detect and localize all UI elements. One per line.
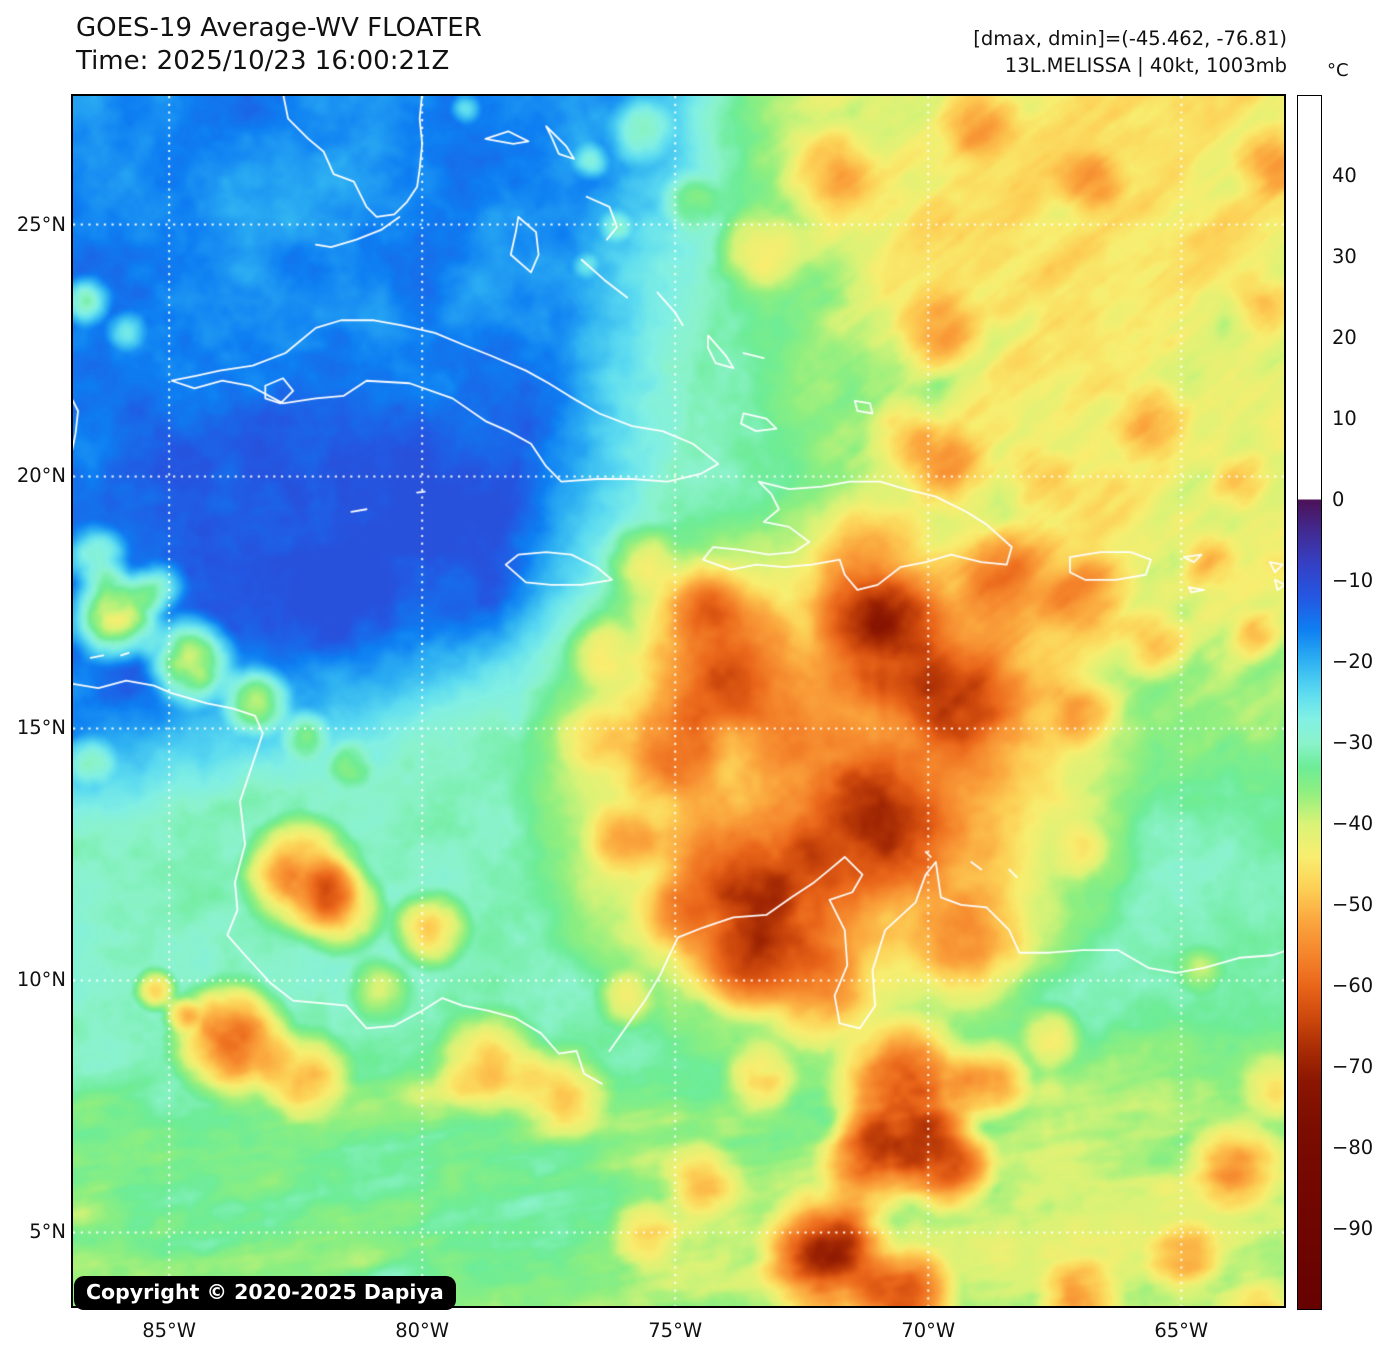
latitude-tick-label: 20°N [16,464,66,488]
colorbar-tick-label: −20 [1332,650,1374,673]
colorbar-unit-label: °C [1327,60,1349,81]
colorbar-tick-label: 20 [1332,326,1357,349]
colorbar-tick-label: 30 [1332,245,1357,268]
copyright-badge: Copyright © 2020-2025 Dapiya [74,1276,456,1310]
colorbar-tick-label: −10 [1332,569,1374,592]
longitude-tick-label: 80°W [395,1319,450,1342]
longitude-tick-label: 65°W [1154,1319,1209,1342]
figure-timestamp: Time: 2025/10/23 16:00:21Z [76,46,450,76]
longitude-tick-label: 75°W [648,1319,703,1342]
colorbar-gradient [1298,96,1321,1309]
title-block: GOES-19 Average-WV FLOATER Time: 2025/10… [76,12,482,78]
colorbar-tick-label: −50 [1332,893,1374,916]
colorbar-tick-label: −70 [1332,1055,1374,1078]
latitude-tick-label: 15°N [16,716,66,740]
storm-info-block: [dmax, dmin]=(-45.462, -76.81) 13L.MELIS… [973,25,1287,79]
latitude-tick-label: 5°N [29,1220,66,1244]
colorbar [1297,95,1322,1310]
data-range-label: [dmax, dmin]=(-45.462, -76.81) [973,27,1287,50]
storm-name-label: 13L.MELISSA | 40kt, 1003mb [1004,54,1287,77]
satellite-imagery-canvas [73,96,1284,1306]
colorbar-tick-label: 40 [1332,164,1357,187]
colorbar-tick-label: −40 [1332,812,1374,835]
colorbar-tick-label: 0 [1332,488,1345,511]
latitude-tick-label: 25°N [16,212,66,236]
longitude-tick-label: 70°W [901,1319,956,1342]
colorbar-tick-label: −60 [1332,974,1374,997]
longitude-tick-label: 85°W [142,1319,197,1342]
colorbar-tick-label: −80 [1332,1136,1374,1159]
figure-title: GOES-19 Average-WV FLOATER [76,13,482,43]
map-area: Copyright © 2020-2025 Dapiya [71,94,1286,1310]
colorbar-tick-label: 10 [1332,407,1357,430]
colorbar-tick-label: −90 [1332,1217,1374,1240]
colorbar-tick-label: −30 [1332,731,1374,754]
latitude-tick-label: 10°N [16,968,66,992]
